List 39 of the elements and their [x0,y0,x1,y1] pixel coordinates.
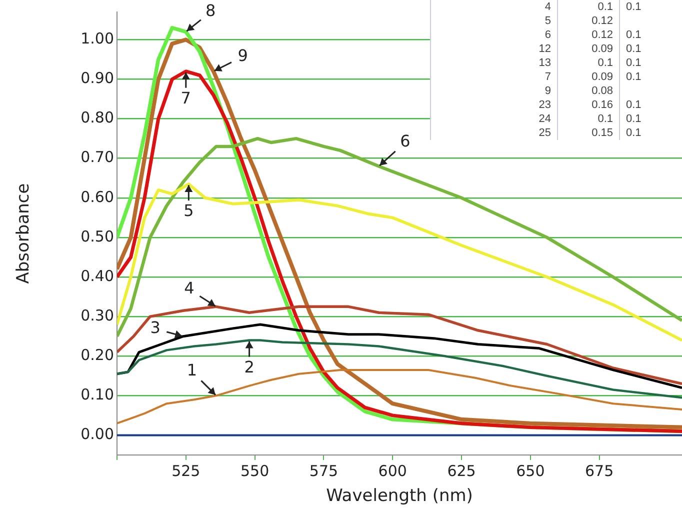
y-tick-label: 0.50 [80,227,114,246]
annotation: 7 [180,88,191,108]
x-tick-label: 650 [516,462,545,480]
y-tick-label: 0.40 [80,266,114,285]
x-tick-label: 575 [309,462,338,480]
text: 24 0.1 0.1 [538,113,642,125]
y-tick-label: 1.00 [80,30,114,48]
annotation: 1 [186,360,198,380]
y-tick-label: 0.10 [80,386,114,404]
x-tick-label: 600 [378,462,407,480]
annotation: 9 [238,46,248,65]
x-axis-title: Wavelength (nm) [326,486,473,506]
y-tick-label: 0.00 [80,425,114,444]
annotation: 4 [184,278,194,298]
text: 7 0.09 0.1 [544,71,642,83]
annotation: 2 [244,357,254,376]
text: 25 0.15 0.1 [538,127,642,139]
y-tick-label: 0.30 [80,306,114,324]
text: 4 0.1 0.1 [544,1,642,13]
text: 9 0.08 [544,85,613,97]
annotation: 5 [184,201,194,220]
annotation: 6 [400,131,410,150]
x-tick-label: 675 [584,462,614,480]
x-tick-label: 625 [447,462,476,480]
y-tick-label: 0.20 [80,346,114,364]
annotation: 8 [205,1,216,20]
x-tick-label: 525 [172,462,200,480]
text: 13 0.1 0.1 [538,57,642,69]
text: 5 0.12 [544,15,613,27]
text: 6 0.12 0.1 [544,29,642,41]
x-tick-label: 550 [240,462,270,480]
text: 12 0.09 0.1 [538,43,642,55]
y-tick-label: 0.70 [80,148,114,166]
y-tick-label: 0.60 [80,188,114,206]
y-tick-label: 0.80 [80,108,114,127]
y-axis-title: Absorbance [14,183,34,284]
text: 23 0.16 0.1 [538,99,642,111]
y-tick-label: 0.90 [80,69,114,88]
annotation: 3 [150,318,160,337]
